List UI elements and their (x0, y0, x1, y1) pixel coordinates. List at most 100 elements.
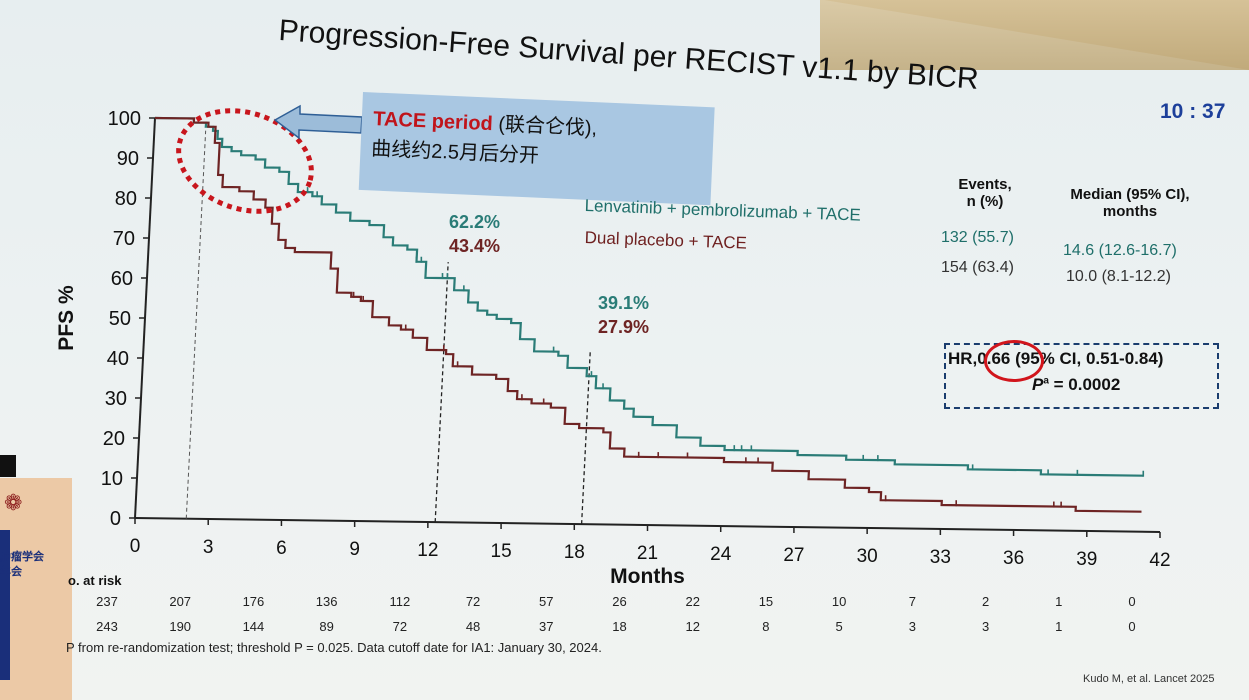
risk-cell: 7 (908, 594, 916, 609)
risk-cell: 5 (835, 619, 843, 634)
risk-table-label: o. at risk (68, 573, 122, 588)
risk-cell: 112 (389, 594, 411, 609)
p-label: P (1032, 375, 1044, 394)
median-header-line: months (1102, 203, 1158, 220)
left-arrow-shape (273, 104, 363, 140)
risk-cell: 22 (685, 594, 700, 609)
risk-cell: 207 (169, 594, 192, 609)
risk-cell: 26 (612, 594, 627, 609)
events-header-line: Events, (958, 176, 1012, 193)
y-tick-label: 50 (109, 308, 131, 330)
landmark-lower: 43.4% (449, 236, 501, 256)
landmark-lower: 27.9% (598, 317, 650, 337)
events-placebo: 154 (63.4) (941, 259, 1014, 276)
risk-cell: 1 (1055, 594, 1063, 609)
landmark-line (434, 262, 449, 523)
risk-cell: 3 (908, 619, 916, 634)
x-tick-label: 0 (130, 536, 141, 557)
median-header: Median (95% CI), months (1045, 186, 1215, 220)
risk-cell: 57 (539, 594, 554, 609)
x-tick-label: 21 (637, 543, 658, 564)
landmark-upper: 62.2% (449, 212, 501, 232)
footnote: P from re-randomization test; threshold … (66, 640, 602, 655)
risk-cell: 144 (242, 619, 265, 634)
events-header: Events, n (%) (940, 176, 1030, 210)
risk-cell: 12 (685, 619, 700, 634)
risk-cell: 0 (1128, 594, 1136, 609)
risk-cell: 72 (392, 619, 408, 634)
p-value: = 0.0002 (1048, 375, 1121, 394)
median-placebo: 10.0 (8.1-12.2) (1066, 268, 1171, 285)
x-tick-label: 9 (349, 539, 360, 560)
risk-cell: 237 (96, 594, 118, 609)
risk-cell: 176 (242, 594, 265, 609)
survival-curves (154, 116, 1145, 513)
y-tick-label: 60 (111, 268, 133, 290)
risk-cell: 8 (762, 619, 770, 634)
tace-divider-line (185, 130, 207, 519)
y-tick-label: 90 (117, 148, 139, 170)
citation: Kudo M, et al. Lancet 2025 (1083, 673, 1215, 685)
x-tick-label: 24 (710, 544, 732, 565)
curve-placebo (154, 116, 1142, 513)
hazard-ratio-box (944, 343, 1219, 409)
risk-cell: 3 (981, 619, 990, 634)
risk-cell: 10 (831, 594, 847, 609)
landmark-line (580, 352, 591, 525)
risk-cell: 136 (315, 594, 338, 609)
risk-cell: 89 (319, 619, 334, 634)
events-lenva: 132 (55.7) (941, 229, 1014, 246)
risk-cell: 37 (539, 619, 554, 634)
risk-cell: 1 (1055, 619, 1063, 634)
risk-cell: 15 (758, 594, 774, 609)
y-tick-label: 70 (113, 228, 135, 250)
x-tick-label: 18 (564, 542, 585, 563)
risk-cell: 2 (981, 594, 990, 609)
left-arrow-icon (273, 104, 363, 140)
x-tick-label: 12 (417, 540, 438, 561)
x-tick-label: 6 (276, 538, 287, 559)
y-axis-title: PFS % (55, 285, 78, 351)
side-dark-block (0, 455, 16, 477)
x-tick-label: 39 (1076, 549, 1097, 570)
y-tick-label: 80 (115, 188, 137, 210)
x-axis-title: Months (610, 565, 685, 588)
risk-cell: 48 (465, 619, 481, 634)
events-header-line: n (%) (966, 193, 1004, 210)
x-tick-label: 33 (930, 547, 951, 568)
ornamental-ceiling (820, 0, 1249, 70)
median-header-line: Median (95% CI), (1070, 186, 1190, 203)
x-tick-label: 42 (1149, 550, 1170, 571)
y-tick-label: 20 (103, 428, 125, 450)
side-banner-text: 年会 (0, 566, 22, 578)
tace-callout-rest: (联合仑伐), (492, 113, 598, 140)
side-banner (0, 478, 72, 700)
p-value-line: Pa = 0.0002 (1032, 375, 1120, 395)
tace-period-highlight (176, 108, 314, 214)
tace-callout-bold: TACE period (372, 107, 494, 136)
x-tick-label: 15 (491, 541, 512, 562)
x-tick-label: 3 (203, 537, 214, 558)
curve-lenva (154, 116, 1144, 477)
hazard-ratio-line: HR,0.66 (95% CI, 0.51-0.84) (948, 349, 1163, 369)
tace-ellipse (176, 108, 314, 214)
y-tick-label: 40 (107, 348, 129, 370)
p-sup: a (1043, 375, 1049, 387)
hr-ci: (95% CI, 0.51-0.84) (1015, 349, 1164, 368)
axes: 0 3 6 9 12 15 18 21 24 27 30 33 36 39 4201020304050607… (55, 108, 1171, 588)
society-logo-icon: ❁ (4, 490, 23, 515)
clock-readout: 10 : 37 (1160, 100, 1226, 123)
risk-cell: 190 (169, 619, 192, 634)
hr-prefix: HR, (948, 349, 978, 368)
y-tick-label: 0 (110, 508, 121, 530)
side-banner-stripe (0, 530, 10, 680)
y-tick-label: 30 (105, 388, 127, 410)
risk-cell: 18 (612, 619, 627, 634)
y-tick-label: 10 (101, 468, 123, 490)
x-tick-label: 36 (1003, 548, 1024, 569)
risk-cell: 72 (465, 594, 481, 609)
risk-cell: 243 (96, 619, 118, 634)
hr-highlight-circle (984, 340, 1044, 382)
side-banner-text: 肿瘤学会 (0, 551, 44, 563)
